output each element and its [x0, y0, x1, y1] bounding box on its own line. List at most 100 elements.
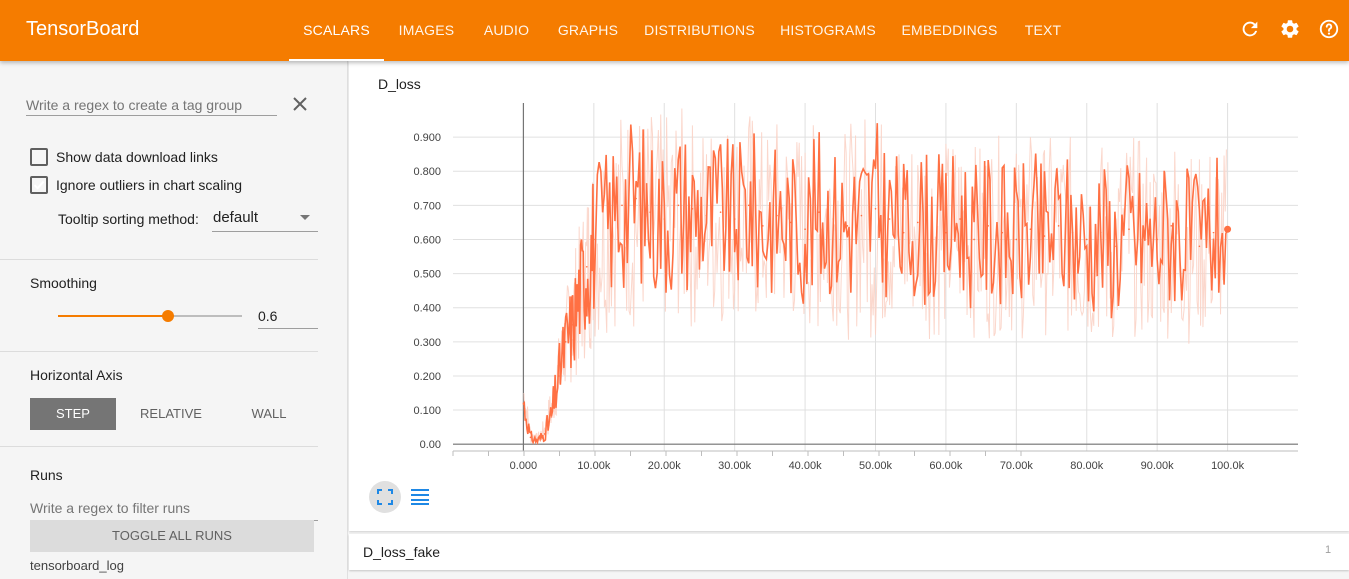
series-point	[1128, 228, 1130, 231]
show-download-links-checkbox[interactable]	[30, 148, 48, 166]
toggle-all-runs-button[interactable]: TOGGLE ALL RUNS	[30, 520, 314, 552]
series-point	[543, 433, 546, 435]
series-point	[846, 225, 849, 227]
refresh-icon[interactable]	[1239, 18, 1261, 40]
x-tick-label: 30.00k	[718, 460, 752, 472]
tag-group-title: D_loss_fake	[363, 544, 441, 560]
smoothing-value-input[interactable]: 0.6	[258, 305, 318, 329]
runs-regex-placeholder: Write a regex to filter runs	[30, 500, 191, 516]
tag-group-header[interactable]: D_loss_fake 1	[349, 534, 1349, 570]
series-point	[1142, 235, 1144, 237]
settings-icon[interactable]	[1279, 18, 1301, 40]
series-point	[536, 439, 539, 442]
series-point	[663, 218, 666, 220]
chevron-down-icon	[300, 215, 310, 220]
axis-step-button[interactable]: STEP	[30, 398, 116, 430]
series-point	[607, 221, 609, 224]
app-title: TensorBoard	[26, 18, 140, 40]
series-point	[691, 207, 694, 210]
slider-handle[interactable]	[162, 310, 175, 322]
series-point	[973, 238, 975, 241]
series-point	[1170, 225, 1173, 227]
tab-scalars[interactable]: SCALARS	[289, 0, 384, 61]
series-point	[564, 341, 567, 343]
sidebar: Show data download links Ignore outliers…	[0, 61, 348, 579]
y-tick-label: 0.800	[413, 166, 441, 178]
y-tick-label: 0.400	[413, 303, 441, 315]
smoothing-slider[interactable]	[58, 309, 242, 323]
y-tick-label: 0.100	[413, 405, 441, 417]
series-point	[578, 289, 581, 292]
series-point	[747, 204, 750, 207]
series-point	[1085, 238, 1088, 241]
series-point	[649, 211, 651, 213]
series-point	[1057, 225, 1060, 227]
tag-group-regex-input[interactable]	[26, 94, 277, 116]
series-point	[1100, 231, 1102, 234]
divider	[0, 351, 318, 352]
series-point	[1212, 231, 1215, 234]
expand-chart-button[interactable]	[369, 481, 401, 513]
horizontal-axis-title: Horizontal Axis	[30, 367, 123, 383]
tag-count-badge: 1	[1325, 544, 1332, 556]
series-point	[818, 211, 820, 213]
ignore-outliers-checkbox[interactable]	[30, 176, 48, 194]
y-tick-label: 0.600	[413, 234, 441, 246]
series-point	[593, 238, 595, 241]
tooltip-sorting-value: default	[213, 209, 259, 226]
tab-audio[interactable]: AUDIO	[483, 22, 530, 38]
series-point	[1043, 235, 1046, 237]
series-point	[733, 218, 736, 220]
series-point	[529, 436, 532, 439]
y-tick-label: 0.700	[413, 200, 441, 212]
ignore-outliers-label: Ignore outliers in chart scaling	[56, 177, 242, 193]
tooltip-sorting-select[interactable]: default	[212, 206, 318, 232]
series-point	[916, 221, 919, 224]
series-point	[1184, 238, 1187, 241]
axis-relative-button[interactable]: RELATIVE	[140, 406, 202, 421]
tab-histograms[interactable]: HISTOGRAMS	[780, 22, 876, 38]
toggle-log-scale-icon[interactable]	[410, 487, 430, 505]
series-point	[719, 211, 722, 213]
tab-distributions[interactable]: DISTRIBUTIONS	[644, 22, 755, 38]
tooltip-sorting-label: Tooltip sorting method:	[58, 211, 199, 227]
d-loss-chart[interactable]: 0.00 0.100 0.200 0.300 0.400 0.500 0.600 0.700 0…	[349, 91, 1349, 511]
y-tick-label: 0.200	[413, 371, 441, 383]
top-app-bar: TensorBoard SCALARS IMAGES AUDIO GRAPHS DIST…	[0, 0, 1349, 61]
series-point	[1071, 231, 1074, 234]
x-tick-label: 70.00k	[1000, 460, 1034, 472]
series-point	[1015, 238, 1018, 241]
tab-embeddings[interactable]: EMBEDDINGS	[901, 22, 998, 38]
smoothed-series-line	[522, 123, 1229, 446]
series-point	[585, 265, 588, 268]
series-point	[931, 228, 933, 231]
series-point	[571, 323, 574, 326]
help-icon[interactable]	[1318, 18, 1340, 40]
series-point	[945, 231, 947, 234]
run-item[interactable]: tensorboard_log	[30, 558, 124, 573]
tab-text[interactable]: TEXT	[1024, 22, 1062, 38]
series-point	[705, 214, 708, 217]
tab-graphs[interactable]: GRAPHS	[557, 22, 619, 38]
slider-fill	[58, 315, 169, 317]
x-tick-label: 90.00k	[1141, 460, 1175, 472]
axis-wall-button[interactable]: WALL	[251, 406, 287, 421]
series-point	[776, 214, 778, 217]
series-point	[1029, 228, 1032, 231]
series-point	[1114, 245, 1116, 248]
x-tick-label: 40.00k	[789, 460, 823, 472]
runs-regex-input[interactable]: Write a regex to filter runs	[30, 499, 318, 521]
fullscreen-icon	[377, 489, 393, 505]
close-icon[interactable]	[291, 95, 309, 113]
x-tick-label: 80.00k	[1070, 460, 1104, 472]
chart-card: D_loss 0.00 0.100 0.200 0.300 0.400 0.500 0.60…	[349, 61, 1349, 531]
tab-images[interactable]: IMAGES	[398, 22, 455, 38]
y-tick-label: 0.500	[413, 269, 441, 281]
main-content: D_loss 0.00 0.100 0.200 0.300 0.400 0.500 0.60…	[349, 61, 1349, 579]
series-point	[762, 225, 764, 227]
series-point	[621, 204, 623, 207]
x-tick-label: 20.00k	[648, 460, 682, 472]
series-point	[1198, 245, 1201, 248]
show-download-links-label: Show data download links	[56, 149, 218, 165]
series-point	[1224, 225, 1232, 233]
